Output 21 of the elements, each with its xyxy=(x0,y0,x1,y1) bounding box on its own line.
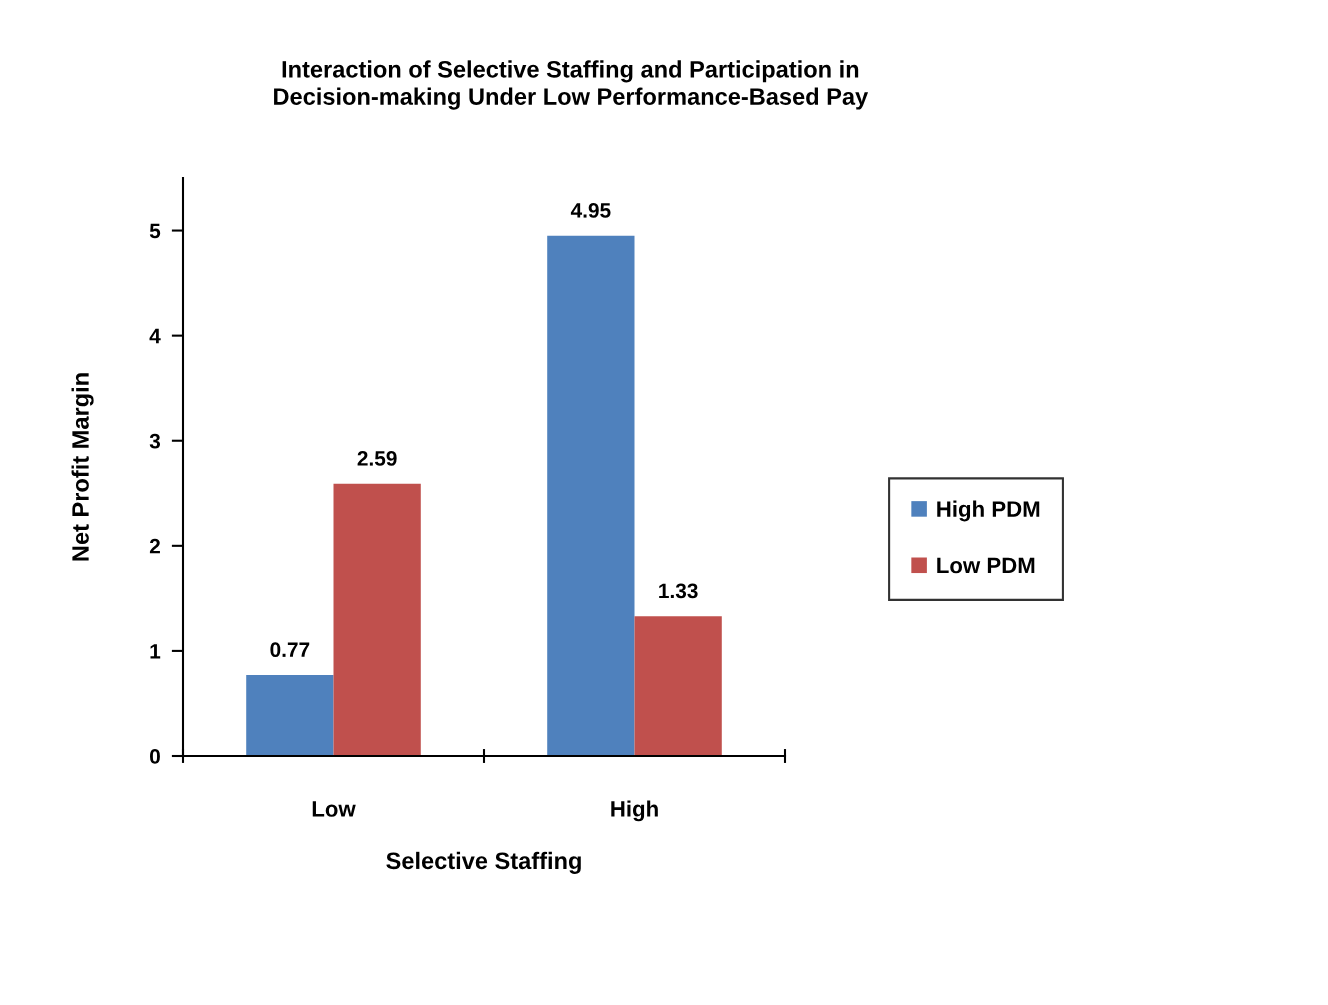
y-tick-label: 0 xyxy=(150,749,160,764)
y-tick-label: 1 xyxy=(150,644,161,659)
legend-label: Low PDM xyxy=(937,557,1035,574)
bar xyxy=(333,483,421,756)
x-tick-label: High xyxy=(611,800,658,822)
y-tick-label: 3 xyxy=(149,433,161,449)
x-axis-title: Selective Staffing xyxy=(386,851,581,874)
y-tick-label: 5 xyxy=(149,223,161,239)
y-axis-title: Net Profit Margin xyxy=(71,373,94,561)
chart-title: Interaction of Selective Staffing and Participation in Decision-making Under Low Performance-Based Pay xyxy=(274,60,869,110)
data-label: 1.33 xyxy=(659,583,698,599)
data-label: 2.59 xyxy=(357,451,397,466)
data-label: 4.95 xyxy=(570,203,611,218)
y-tick-label: 2 xyxy=(149,538,160,554)
data-label: 0.77 xyxy=(270,642,310,658)
y-tick-label: 4 xyxy=(149,328,161,344)
bar xyxy=(547,235,635,756)
legend-label: High PDM xyxy=(937,500,1040,522)
bar xyxy=(246,675,334,756)
bar xyxy=(634,616,722,756)
x-tick-label: Low xyxy=(312,801,356,817)
